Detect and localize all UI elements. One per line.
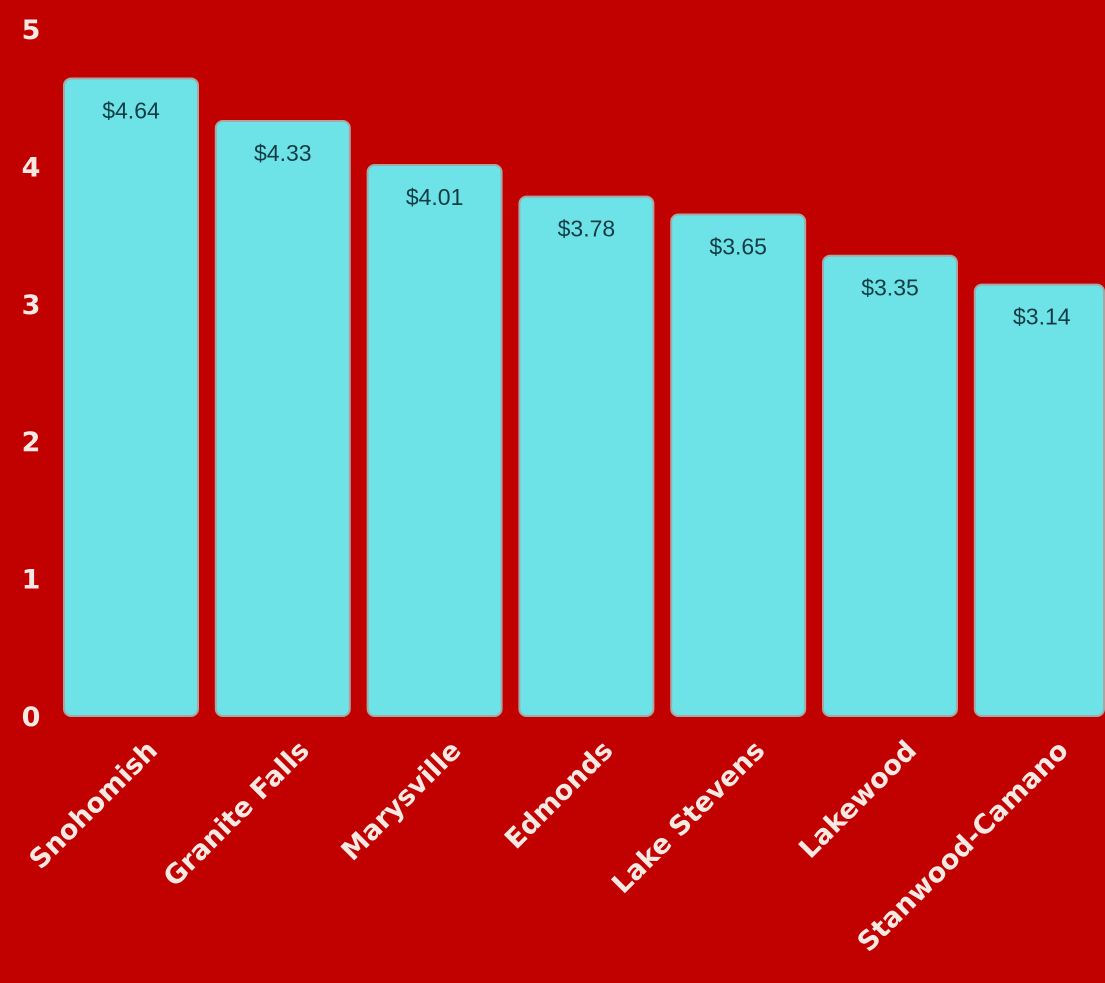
data-label: $3.78 bbox=[558, 216, 616, 242]
bar-granite-falls bbox=[214, 120, 351, 718]
bar-lake-stevens bbox=[670, 213, 807, 718]
bar-lakewood bbox=[822, 254, 958, 718]
y-tick-label-0: 0 bbox=[22, 702, 41, 733]
y-tick-label-1: 1 bbox=[22, 565, 41, 596]
data-label: $3.14 bbox=[1013, 304, 1071, 330]
y-tick-label-2: 2 bbox=[22, 427, 41, 458]
data-label: $3.65 bbox=[709, 233, 767, 259]
x-tick-label: Edmonds bbox=[499, 735, 619, 855]
data-label: $4.01 bbox=[406, 184, 464, 210]
y-tick-label-4: 4 bbox=[22, 152, 41, 183]
x-tick-label: Granite Falls bbox=[158, 735, 316, 893]
bars-group bbox=[63, 77, 1105, 718]
x-tick-label: Lakewood bbox=[793, 735, 923, 865]
data-labels-group: $4.64 $4.33 $4.01 $3.78 $3.65 $3.35 $3.14 bbox=[102, 97, 1071, 329]
x-tick-label: Marysville bbox=[335, 735, 467, 867]
data-label: $4.33 bbox=[254, 140, 312, 166]
data-label: $4.64 bbox=[102, 97, 160, 123]
bar-stanwood-camano bbox=[973, 283, 1105, 717]
y-tick-label-5: 5 bbox=[22, 15, 41, 46]
x-tick-label: Snohomish bbox=[23, 735, 163, 875]
y-tick-label-3: 3 bbox=[22, 290, 41, 321]
data-label: $3.35 bbox=[861, 275, 919, 301]
bar-marysville bbox=[366, 164, 503, 717]
x-tick-label: Lake Stevens bbox=[606, 735, 771, 900]
y-axis: 0 1 2 3 4 5 bbox=[22, 15, 41, 733]
bar-snohomish bbox=[63, 77, 199, 718]
bar-edmonds bbox=[518, 195, 655, 718]
